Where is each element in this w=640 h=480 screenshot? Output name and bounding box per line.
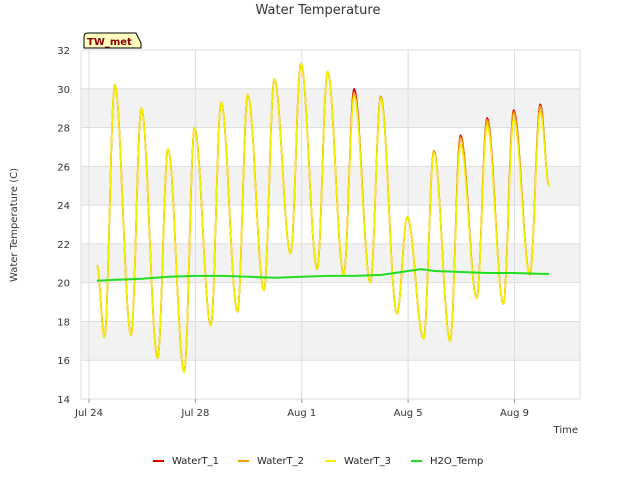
y-tick-label: 28 bbox=[57, 124, 70, 135]
y-axis-ticks: 14 16 18 20 22 24 26 28 30 32 bbox=[57, 46, 70, 406]
y-axis-label: Water Temperature (C) bbox=[9, 168, 20, 282]
site-badge-shape bbox=[83, 32, 142, 49]
alternating-bands bbox=[81, 88, 580, 361]
y-tick-label: 16 bbox=[57, 356, 70, 367]
y-tick-label: 24 bbox=[57, 201, 70, 212]
y-tick-label: 26 bbox=[57, 162, 70, 173]
x-axis-ticks: Jul 24 Jul 28 Aug 1 Aug 5 Aug 9 bbox=[74, 399, 529, 419]
legend-item-label: WaterT_3 bbox=[344, 456, 391, 467]
site-badge-label: TW_met bbox=[87, 37, 132, 48]
grid-band bbox=[81, 166, 580, 206]
legend-item-label: WaterT_1 bbox=[172, 456, 219, 467]
grid-band bbox=[81, 321, 580, 361]
x-tick-label: Jul 28 bbox=[180, 408, 209, 419]
site-badge: TW_met bbox=[83, 32, 142, 49]
legend-item-label: H2O_Temp bbox=[430, 456, 483, 467]
x-tick-label: Aug 9 bbox=[500, 408, 529, 419]
series-line-h2o-temp bbox=[96, 268, 550, 282]
y-tick-label: 30 bbox=[57, 85, 70, 96]
series-line-watert-3 bbox=[96, 62, 550, 373]
plot-frame bbox=[80, 49, 581, 400]
y-tick-label: 32 bbox=[57, 46, 70, 57]
y-tick-label: 14 bbox=[57, 395, 70, 406]
x-tick-label: Jul 24 bbox=[74, 408, 103, 419]
x-tick-label: Aug 5 bbox=[394, 408, 423, 419]
y-tick-label: 20 bbox=[57, 279, 70, 290]
legend-item-label: WaterT_2 bbox=[257, 456, 304, 467]
y-tick-label: 18 bbox=[57, 317, 70, 328]
legend: WaterT_1 WaterT_2 WaterT_3 H2O_Temp bbox=[153, 456, 483, 467]
x-axis-label: Time bbox=[553, 425, 578, 436]
chart-title: Water Temperature bbox=[256, 3, 381, 18]
series-lines bbox=[96, 62, 550, 373]
x-tick-label: Aug 1 bbox=[287, 408, 316, 419]
y-tick-label: 22 bbox=[57, 240, 70, 251]
